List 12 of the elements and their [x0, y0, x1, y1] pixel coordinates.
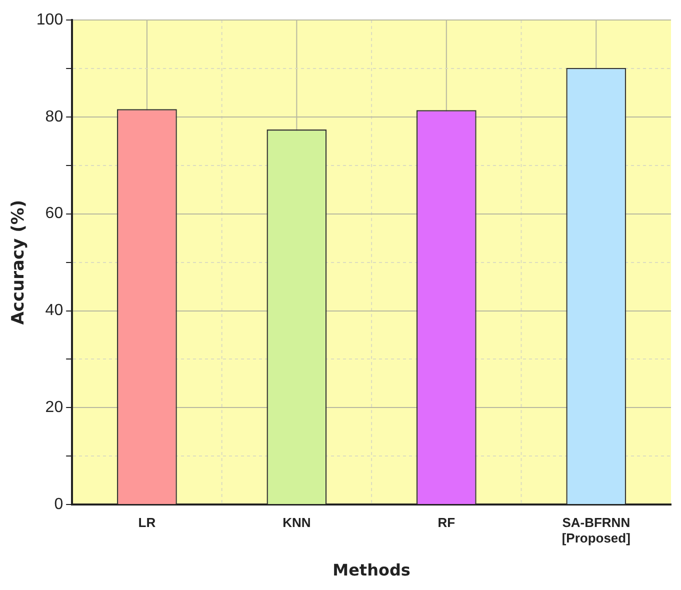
x-tick-label: KNN	[282, 514, 311, 530]
y-axis-title: Accuracy (%)	[8, 200, 29, 325]
y-tick-label: 80	[45, 108, 64, 126]
y-tick-label: 100	[36, 11, 64, 28]
x-tick-label: LR	[138, 514, 156, 530]
x-tick-label: SA-BFRNN [Proposed]	[562, 514, 630, 546]
y-tick-label: 40	[45, 302, 64, 320]
y-tick-label: 60	[45, 205, 64, 222]
x-tick-label: RF	[438, 514, 456, 530]
y-tick-label: 20	[45, 399, 64, 416]
x-axis-title: Methods	[332, 560, 410, 580]
y-tick-label: 0	[54, 496, 64, 514]
